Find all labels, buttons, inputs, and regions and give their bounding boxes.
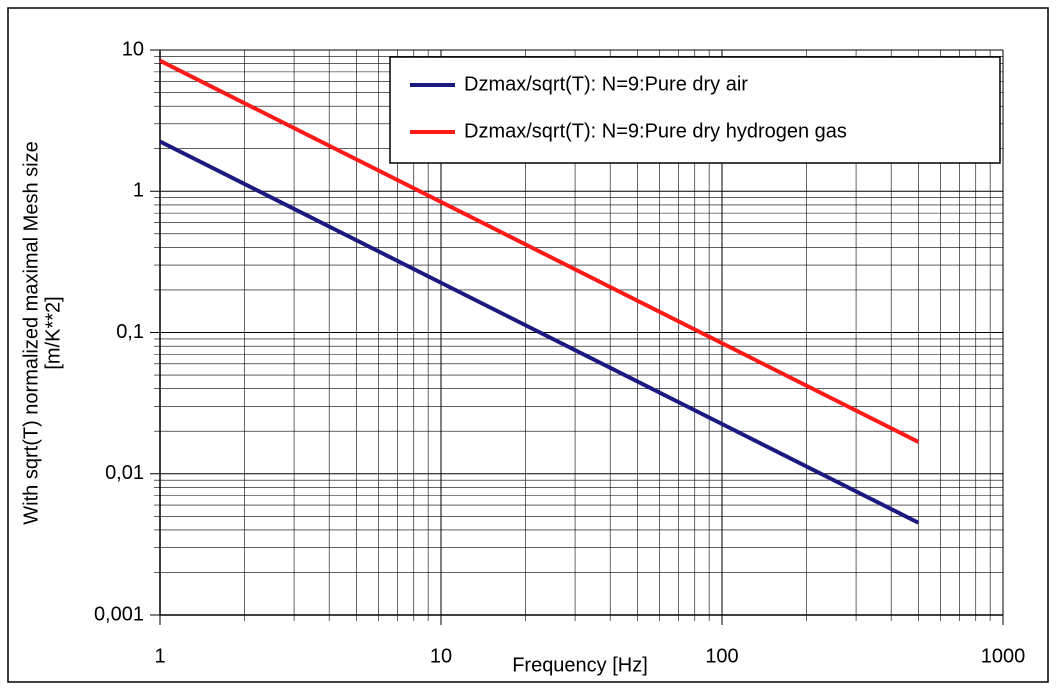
- x-tick-label: 1000: [981, 645, 1026, 667]
- x-axis-label: Frequency [Hz]: [512, 654, 648, 676]
- data-line: [159, 58, 920, 444]
- y-tick-label: 1: [133, 180, 144, 202]
- y-tick-label: 0,001: [94, 603, 144, 625]
- legend-box: [389, 56, 1001, 164]
- y-axis-label-line: With sqrt(T) normalized maximal Mesh siz…: [20, 141, 42, 524]
- data-line: [159, 139, 920, 525]
- legend-label: Dzmax/sqrt(T): N=9:Pure dry air: [464, 73, 748, 95]
- y-tick-label: 0,1: [116, 321, 144, 343]
- y-tick-label: 10: [122, 38, 144, 60]
- x-tick-label: 10: [430, 645, 452, 667]
- y-axis-label: With sqrt(T) normalized maximal Mesh siz…: [20, 141, 64, 524]
- y-tick-label: 0,01: [105, 462, 144, 484]
- y-axis-label-line: [m/K**2]: [42, 296, 64, 369]
- x-tick-label: 1: [154, 645, 165, 667]
- x-tick-label: 100: [705, 645, 738, 667]
- legend: Dzmax/sqrt(T): N=9:Pure dry air Dzmax/sqr…: [389, 56, 1001, 164]
- legend-label: Dzmax/sqrt(T): N=9:Pure dry hydrogen gas: [464, 120, 847, 142]
